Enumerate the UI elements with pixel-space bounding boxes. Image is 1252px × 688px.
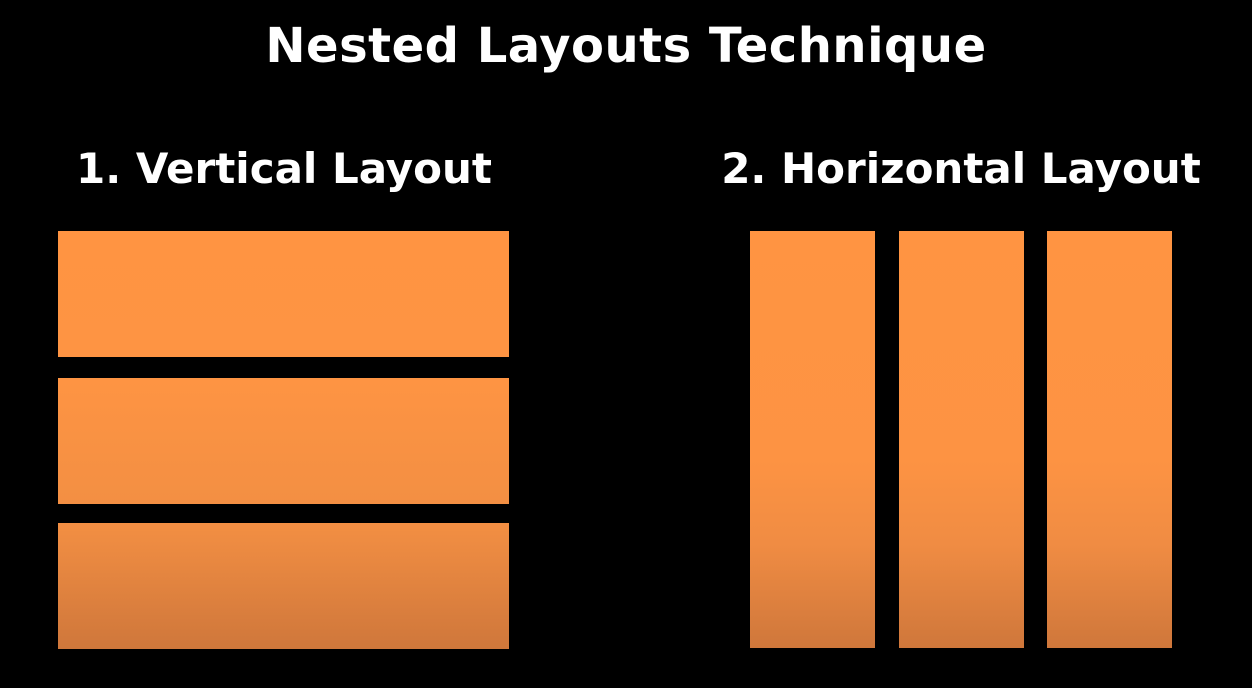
vertical-layout-label: 1. Vertical Layout: [76, 144, 492, 193]
horizontal-block-3: [1047, 231, 1172, 648]
vertical-block-3: [58, 523, 509, 649]
horizontal-layout-label: 2. Horizontal Layout: [721, 144, 1201, 193]
diagram-title: Nested Layouts Technique: [265, 18, 987, 74]
vertical-block-1: [58, 231, 509, 357]
vertical-block-2: [58, 378, 509, 504]
horizontal-block-2: [899, 231, 1024, 648]
horizontal-block-1: [750, 231, 875, 648]
